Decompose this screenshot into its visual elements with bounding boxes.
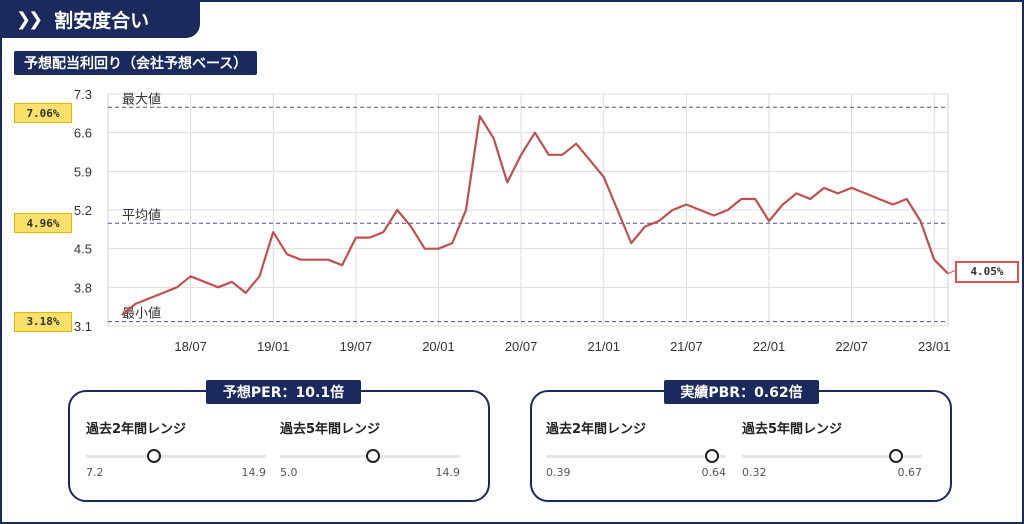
range-marker (146, 449, 161, 463)
range-max: 0.67 (897, 466, 923, 479)
range-label: 過去2年間レンジ (86, 422, 187, 437)
min-value-tag: 3.18% (14, 311, 72, 332)
reference-line-label: 最小値 (122, 306, 161, 322)
chart-section-title: 予想配当利回り（会社予想ベース） (14, 51, 258, 75)
range-min: 0.32 (742, 466, 767, 479)
y-tick-label: 7.3 (74, 87, 92, 102)
pbr-panel: 過去2年間レンジ 0.39 0.64 過去5年間レンジ 0.32 0.67 (530, 390, 952, 502)
range-min: 0.39 (546, 466, 571, 479)
x-tick-label: 19/01 (257, 339, 290, 354)
range-label: 過去5年間レンジ (742, 422, 843, 437)
range-marker (704, 449, 719, 463)
range-track (86, 455, 266, 458)
y-tick-label: 3.1 (74, 319, 92, 334)
avg-value-tag: 4.96% (14, 213, 72, 234)
x-tick-label: 18/07 (174, 339, 207, 354)
range-max: 0.64 (701, 466, 727, 479)
range-label: 過去5年間レンジ (280, 422, 381, 437)
range-min: 5.0 (280, 466, 298, 479)
per-5y-range: 過去5年間レンジ 5.0 14.9 (280, 418, 460, 479)
pbr-title: 実績PBR：0.62倍 (664, 380, 819, 404)
pbr-5y-range: 過去5年間レンジ 0.32 0.67 (742, 418, 922, 479)
page-title: 割安度合い (54, 9, 150, 32)
x-tick-label: 21/01 (587, 339, 620, 354)
per-panel: 過去2年間レンジ 7.2 14.9 過去5年間レンジ 5.0 14.9 (68, 390, 490, 502)
y-tick-label: 5.9 (74, 164, 92, 179)
double-chevron-right-icon: ❯❯ (16, 8, 43, 30)
x-tick-label: 21/07 (670, 339, 703, 354)
current-value-connector (947, 270, 956, 274)
max-value-tag: 7.06% (14, 103, 72, 124)
y-tick-label: 5.2 (74, 203, 92, 218)
range-marker (889, 449, 904, 463)
yield-series-line (121, 114, 949, 316)
pbr-2y-range: 過去2年間レンジ 0.39 0.64 (546, 418, 726, 479)
range-max: 14.9 (435, 466, 461, 479)
reference-line-label: 平均値 (122, 207, 161, 223)
range-min: 7.2 (86, 466, 104, 479)
per-2y-range: 過去2年間レンジ 7.2 14.9 (86, 418, 266, 479)
x-tick-label: 23/01 (918, 339, 951, 354)
x-tick-label: 20/07 (505, 339, 538, 354)
header-tab: ❯❯ 割安度合い (0, 0, 200, 38)
range-track (742, 455, 922, 458)
x-tick-label: 22/07 (835, 339, 868, 354)
reference-line-label: 最大値 (122, 91, 161, 107)
x-tick-label: 20/01 (422, 339, 455, 354)
current-value-tag: 4.05% (955, 260, 1019, 283)
y-tick-label: 6.6 (74, 126, 92, 141)
dividend-yield-chart: 7.3 6.6 5.9 5.2 4.5 3.8 3.1 18/07 19/01 19/07 20/0… (74, 87, 956, 354)
range-max: 14.9 (241, 466, 267, 479)
range-marker (365, 449, 380, 463)
per-title: 予想PER：10.1倍 (206, 380, 361, 404)
y-tick-label: 4.5 (74, 242, 92, 257)
range-track (546, 455, 726, 458)
y-tick-label: 3.8 (74, 280, 92, 295)
x-tick-label: 19/07 (340, 339, 373, 354)
range-label: 過去2年間レンジ (546, 422, 647, 437)
x-tick-label: 22/01 (753, 339, 786, 354)
